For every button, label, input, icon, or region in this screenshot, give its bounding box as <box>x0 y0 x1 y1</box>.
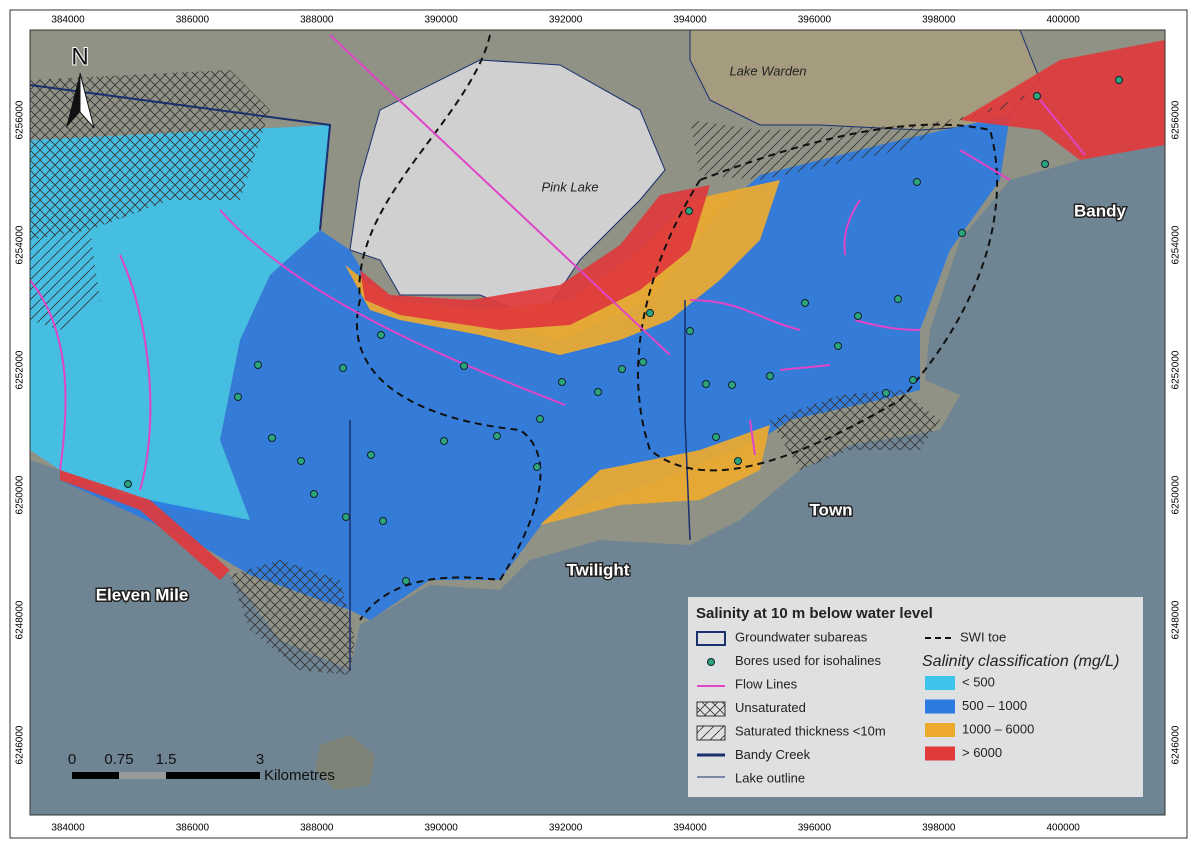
islands <box>315 735 375 790</box>
northing-label: 6248000 <box>1171 600 1182 639</box>
legend-label: 500 – 1000 <box>962 698 1027 713</box>
legend-swatch <box>925 746 955 761</box>
northing-label: 6250000 <box>15 475 26 514</box>
grid-labels: 384000 384000 386000 386000 388000 388000 3900… <box>15 15 1182 834</box>
legend-label: Flow Lines <box>735 676 798 691</box>
northing-label: 6254000 <box>1171 225 1182 264</box>
zone-saline <box>960 40 1165 160</box>
legend-swatch <box>925 699 955 714</box>
saturated-thin <box>690 90 1040 180</box>
easting-label: 400000 <box>1047 823 1081 834</box>
northing-label: 6246000 <box>1171 725 1182 764</box>
easting-label: 384000 <box>51 823 85 834</box>
swi-toe <box>355 34 542 621</box>
easting-label: 398000 <box>922 823 956 834</box>
legend-swatch <box>925 676 955 690</box>
legend-subtitle: Salinity classification (mg/L) <box>922 653 1119 670</box>
legend-label: < 500 <box>962 674 995 689</box>
easting-label: 390000 <box>425 823 459 834</box>
northing-label: 6250000 <box>1171 475 1182 514</box>
swi-toe <box>637 123 999 472</box>
northing-label: 6248000 <box>15 600 26 639</box>
subarea-boundary <box>684 300 691 541</box>
easting-label: 392000 <box>549 823 583 834</box>
legend-label: Bores used for isohalines <box>735 653 881 668</box>
northing-label: 6252000 <box>1171 350 1182 389</box>
north-arrow <box>79 72 95 129</box>
zone-mid <box>540 425 770 525</box>
easting-label: 396000 <box>798 823 832 834</box>
saturated-thin <box>30 230 100 330</box>
scale-label: 0.75 <box>104 751 133 768</box>
subarea-boundary <box>30 84 332 231</box>
legend-label: > 6000 <box>962 745 1002 760</box>
legend-items: Groundwater subareas Bores used for isoha… <box>735 629 1034 785</box>
map-frame <box>29 29 1166 816</box>
scale-unit: Kilometres <box>264 767 335 784</box>
easting-label: 400000 <box>1047 15 1081 26</box>
place-label: Pink Lake <box>541 179 598 194</box>
scale-label: 1.5 <box>156 751 177 768</box>
zone-saline <box>60 470 230 580</box>
place-label: Bandy <box>1074 201 1127 220</box>
easting-label: 392000 <box>549 15 583 26</box>
scale-bar <box>72 772 260 779</box>
scale-label: 0 <box>68 751 76 768</box>
easting-label: 388000 <box>300 15 334 26</box>
legend-label: SWI toe <box>960 629 1006 644</box>
place-label: Eleven Mile <box>96 585 189 604</box>
zone-brackish <box>60 115 1010 620</box>
legend-label: Unsaturated <box>735 700 806 715</box>
north-arrow <box>66 73 80 128</box>
legend-label: Bandy Creek <box>735 747 811 762</box>
northing-label: 6252000 <box>15 350 26 389</box>
bores <box>124 76 1123 585</box>
easting-label: 388000 <box>300 823 334 834</box>
legend-swatch <box>925 723 955 737</box>
legend-label: 1000 – 6000 <box>962 721 1034 736</box>
place-label: Town <box>809 500 852 519</box>
easting-label: 394000 <box>673 15 707 26</box>
easting-label: 384000 <box>51 15 85 26</box>
easting-label: 386000 <box>176 823 210 834</box>
northing-label: 6256000 <box>15 100 26 139</box>
easting-label: 398000 <box>922 15 956 26</box>
place-label: Twilight <box>567 560 630 579</box>
northing-label: 6256000 <box>1171 100 1182 139</box>
legend-label: Saturated thickness <10m <box>735 723 886 738</box>
easting-label: 394000 <box>673 823 707 834</box>
legend: Salinity at 10 m below water level SWI t… <box>688 597 1143 797</box>
unsaturated <box>770 390 940 470</box>
northing-label: 6246000 <box>15 725 26 764</box>
scale-label: 3 <box>256 751 264 768</box>
legend-label: Groundwater subareas <box>735 629 868 644</box>
zone-saline <box>360 185 710 330</box>
legend-label: Lake outline <box>735 770 805 785</box>
map-body: Lake Warden Pink Lake Bandy Town Twiligh… <box>30 30 1165 815</box>
easting-label: 396000 <box>798 15 832 26</box>
easting-label: 390000 <box>425 15 459 26</box>
easting-label: 386000 <box>176 15 210 26</box>
outer-frame <box>9 9 1188 839</box>
place-label: Lake Warden <box>729 63 806 78</box>
north-label: N <box>71 43 88 70</box>
unsaturated <box>230 560 355 675</box>
legend-title: Salinity at 10 m below water level <box>696 605 933 622</box>
northing-label: 6254000 <box>15 225 26 264</box>
flow-lines <box>30 34 1086 491</box>
